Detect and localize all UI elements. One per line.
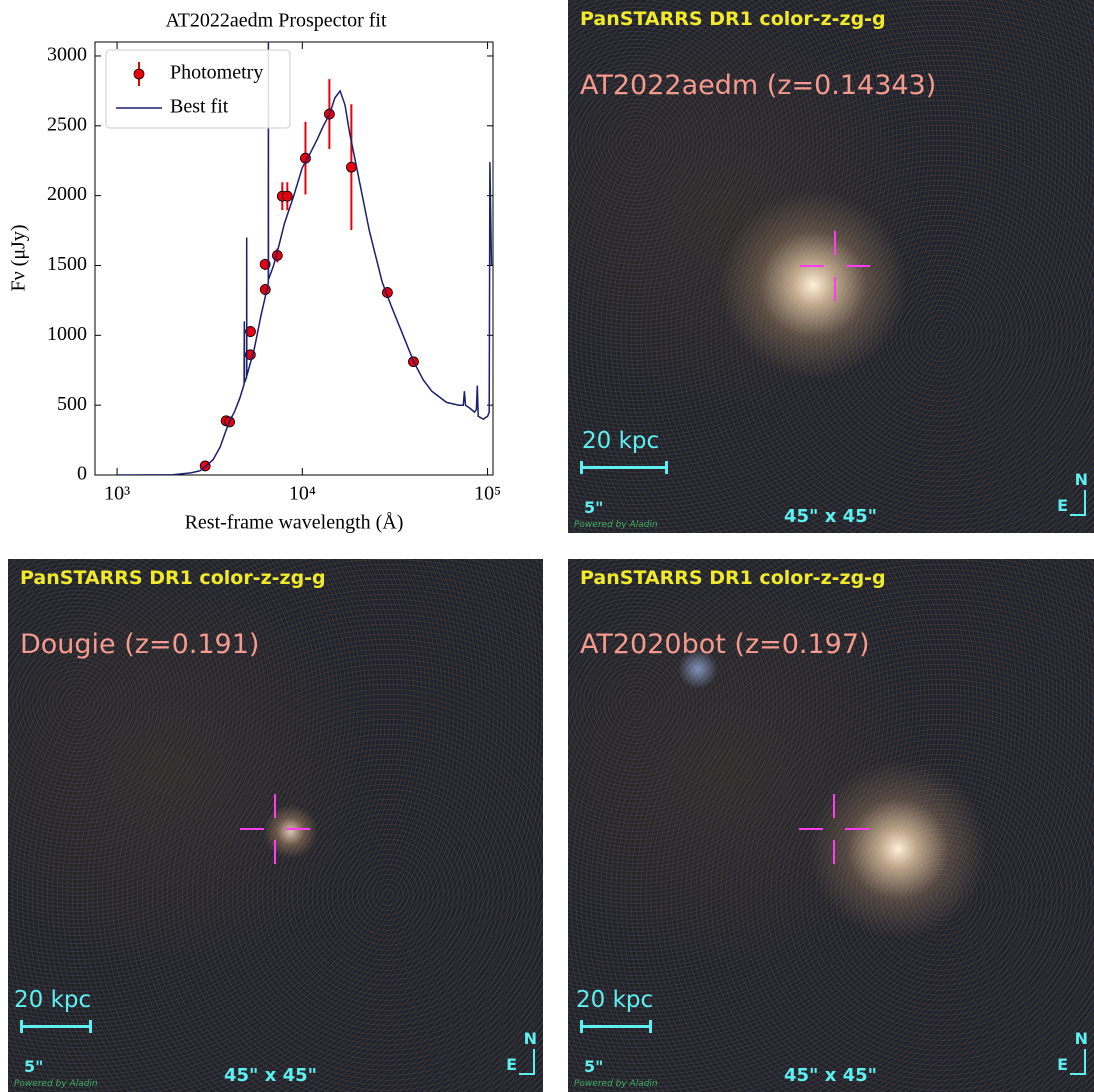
x-tick-label: 10⁴ [289, 483, 316, 505]
credit: Powered by Aladin [574, 1079, 658, 1089]
compass [1070, 490, 1086, 516]
crosshair [240, 794, 310, 864]
east-label: E [1057, 1055, 1068, 1074]
object-label: AT2022aedm (z=0.14343) [580, 70, 937, 101]
survey-label: PanSTARRS DR1 color-z-zg-g [580, 567, 886, 589]
scale-bar [580, 1020, 652, 1033]
fit-line [117, 42, 493, 475]
compass [519, 1049, 535, 1075]
y-tick-label: 1000 [47, 323, 87, 345]
credit: Powered by Aladin [14, 1079, 98, 1089]
legend-marker [133, 68, 145, 80]
north-label: N [1074, 470, 1088, 489]
scale-label: 20 kpc [576, 987, 654, 1013]
y-tick-label: 500 [57, 393, 87, 415]
object-label: AT2020bot (z=0.197) [580, 629, 870, 660]
data-point [281, 190, 293, 202]
legend-label: Photometry [170, 62, 263, 84]
galaxy [808, 759, 988, 939]
y-tick-label: 2000 [47, 183, 87, 205]
chart: AT2022aedm Prospector fit Rest-frame wav… [8, 10, 501, 534]
data-point [345, 161, 357, 173]
plot-frame [94, 41, 494, 476]
east-label: E [506, 1055, 517, 1074]
star [678, 649, 718, 689]
crosshair [800, 231, 870, 301]
data-point [259, 284, 271, 295]
scale-bar [20, 1020, 92, 1033]
x-tick-label: 10³ [104, 483, 130, 505]
y-axis-label: Fν (μJy) [8, 225, 30, 292]
compass [1070, 1049, 1086, 1075]
credit: Powered by Aladin [574, 520, 658, 530]
scale-bar [580, 461, 668, 474]
x-tick-label: 10⁵ [474, 483, 501, 505]
arcsec-label: 5" [24, 1057, 44, 1076]
fov-label: 45" x 45" [224, 1065, 317, 1086]
fov-label: 45" x 45" [784, 1065, 877, 1086]
north-label: N [523, 1029, 537, 1048]
fov-label: 45" x 45" [784, 506, 877, 527]
y-tick-label: 3000 [47, 44, 87, 66]
galaxy [718, 190, 908, 380]
survey-label: PanSTARRS DR1 color-z-zg-g [20, 567, 326, 589]
x-axis-label: Rest-frame wavelength (Å) [185, 512, 404, 534]
scale-label: 20 kpc [582, 428, 660, 454]
crosshair [799, 794, 869, 864]
scale-label: 20 kpc [14, 987, 92, 1013]
north-label: N [1074, 1029, 1088, 1048]
image-panel: PanSTARRS DR1 color-z-zg-g AT2020bot (z=… [568, 559, 1094, 1092]
object-label: Dougie (z=0.191) [20, 629, 260, 660]
east-label: E [1057, 496, 1068, 515]
arcsec-label: 5" [584, 1057, 604, 1076]
y-tick-label: 1500 [47, 253, 87, 275]
chart-title: AT2022aedm Prospector fit [165, 10, 387, 32]
data-point [245, 326, 256, 337]
arcsec-label: 5" [584, 498, 604, 517]
y-tick-label: 2500 [47, 113, 87, 135]
survey-label: PanSTARRS DR1 color-z-zg-g [580, 8, 886, 30]
galaxy [263, 804, 318, 859]
legend-label: Best fit [170, 96, 229, 118]
y-tick-label: 0 [77, 463, 87, 485]
image-panel: PanSTARRS DR1 color-z-zg-g Dougie (z=0.1… [8, 559, 543, 1092]
image-panel: PanSTARRS DR1 color-z-zg-g AT2022aedm (z… [568, 0, 1094, 533]
